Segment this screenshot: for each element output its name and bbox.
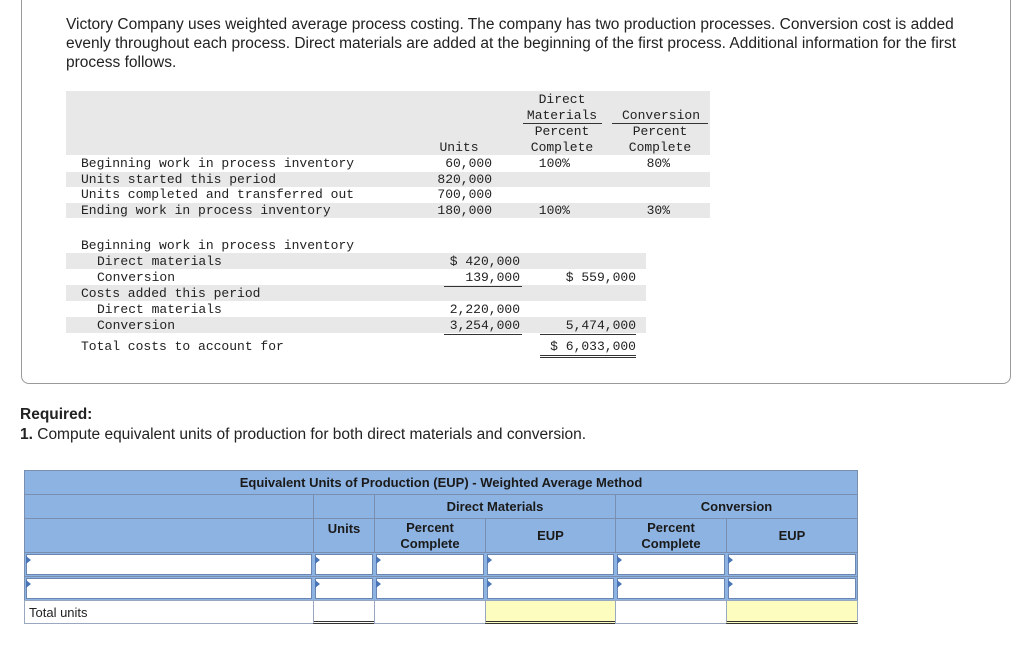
units-header: Units [439,140,479,155]
label-col-header [24,518,314,553]
cost-total-label: Total costs to account for [81,339,284,354]
row-label-input[interactable] [26,578,312,599]
conv-header-1: Conversion [621,108,700,123]
dropdown-marker-icon [26,580,31,588]
info-row-units: 820,000 [437,172,492,187]
info-row-units: 700,000 [437,187,492,202]
cost-row-shade [66,317,646,333]
cost-bwip-total: $ 559,000 [565,270,636,285]
dm-header-2: Materials [526,108,598,123]
dm-header-1: Direct [538,92,586,107]
conv-eup-col-header: EUP [726,518,858,553]
conv-header-underline [612,123,708,124]
info-row-shade [66,203,710,218]
dm-eup-input[interactable] [487,578,614,599]
dm-pct-line1: Percent [406,519,454,535]
dm-pct-line2: Complete [400,535,460,551]
cost-row-shade [66,253,646,269]
info-row-label: Ending work in process inventory [81,203,331,218]
input-marker-icon [376,556,381,564]
cost-underline [444,286,522,287]
info-row-label: Beginning work in process inventory [81,156,355,171]
units-input[interactable] [315,578,373,599]
eup-blank-header [24,494,314,519]
dm-eup-input[interactable] [487,554,614,575]
cost-bwip-dm-value: $ 420,000 [449,254,520,269]
dm-header-underline [523,123,602,124]
dm-header-4: Complete [530,140,594,155]
units-input[interactable] [315,554,373,575]
input-marker-icon [376,580,381,588]
cost-added-label: Costs added this period [81,286,261,301]
cost-added-total: 5,474,000 [565,318,636,333]
dm-header-3: Percent [534,124,590,139]
input-marker-icon [487,580,492,588]
info-row-conv: 80% [646,156,670,171]
dm-pct-col-header: Percent Complete [374,518,486,553]
cost-bwip-label: Beginning work in process inventory [81,238,355,253]
total-conv-eup-cell [726,600,858,624]
cost-underline [540,334,636,335]
info-row-units: 180,000 [437,203,492,218]
cost-bwip-conv-label: Conversion [97,270,176,285]
info-header-shade [66,91,710,155]
total-dm-pct-cell [374,600,486,624]
conv-eup-input[interactable] [728,578,856,599]
input-marker-icon [315,580,320,588]
conv-eup-input[interactable] [728,554,856,575]
input-marker-icon [728,580,733,588]
info-row-label: Units completed and transferred out [81,187,355,202]
cost-added-dm-value: 2,220,000 [449,302,520,317]
dm-group-header: Direct Materials [374,494,616,519]
cost-row-shade [66,285,646,301]
problem-intro: Victory Company uses weighted average pr… [66,16,957,71]
cost-bwip-dm-label: Direct materials [97,254,222,269]
cost-added-conv-label: Conversion [97,318,176,333]
total-conv-pct-cell [615,600,727,624]
total-units-cell [313,600,375,624]
eup-title: Equivalent Units of Production (EUP) - W… [24,470,858,495]
info-row-dm: 100% [538,156,570,171]
required-title: Required: [20,406,93,423]
input-marker-icon [617,580,622,588]
eup-blank-header [313,494,375,519]
conv-group-header: Conversion [615,494,858,519]
input-marker-icon [315,556,320,564]
cost-double-underline [540,355,636,356]
info-row-conv: 30% [646,203,670,218]
conv-header-2: Percent [632,124,688,139]
cost-double-underline [540,357,636,358]
input-marker-icon [487,556,492,564]
required-text: Compute equivalent units of production f… [32,426,587,443]
problem-info-panel [21,0,1011,384]
conv-pct-col-header: Percent Complete [615,518,727,553]
cost-total-value: $ 6,033,000 [550,339,636,354]
info-row-label: Units started this period [81,172,277,187]
units-col-header: Units [313,518,375,553]
dm-percent-input[interactable] [376,578,484,599]
cost-bwip-conv-value: 139,000 [465,270,520,285]
input-marker-icon [728,556,733,564]
conv-header-3: Complete [628,140,692,155]
info-row-dm: 100% [538,203,570,218]
cost-added-conv-value: 3,254,000 [449,318,520,333]
dm-percent-input[interactable] [376,554,484,575]
dm-eup-col-header: EUP [485,518,616,553]
row-label-input[interactable] [26,554,312,575]
required-question: 1. Compute equivalent units of productio… [20,426,586,444]
conv-percent-input[interactable] [617,578,725,599]
cost-added-dm-label: Direct materials [97,302,222,317]
total-dm-eup-cell [485,600,616,624]
info-row-shade [66,172,710,187]
input-marker-icon [617,556,622,564]
conv-pct-line1: Percent [647,519,695,535]
required-number: 1. [20,426,33,443]
total-units-label: Total units [24,600,314,624]
conv-percent-input[interactable] [617,554,725,575]
cost-underline [444,334,522,335]
conv-pct-line2: Complete [641,535,701,551]
dropdown-marker-icon [26,556,31,564]
info-row-units: 60,000 [445,156,492,171]
